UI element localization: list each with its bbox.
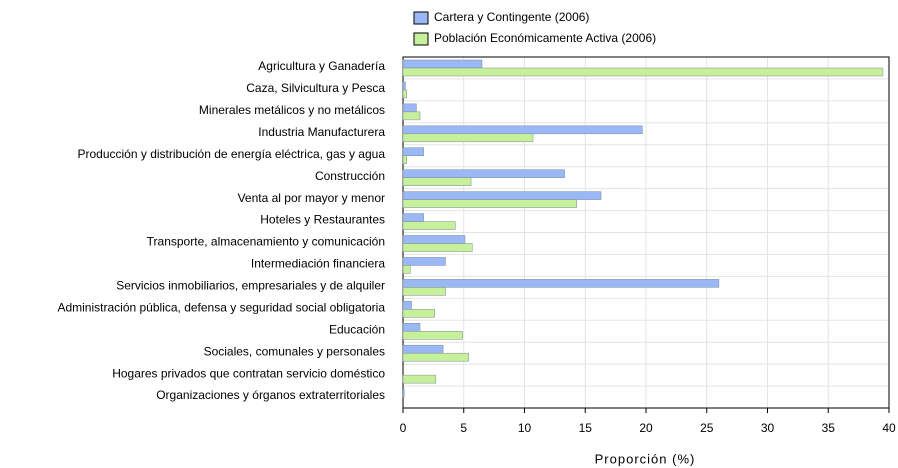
y-tick-label: Minerales metálicos y no metálicos [199,103,385,117]
bar [402,103,417,113]
y-tick-label: Organizaciones y órganos extraterritoria… [156,388,385,402]
x-tick-label: 20 [639,421,653,435]
y-tick-label: Agricultura y Ganadería [258,59,385,73]
bar [402,67,884,77]
plot-frame [402,56,890,409]
y-tick-label: Construcción [315,169,385,183]
y-tick-label: Sociales, comunales y personales [204,344,385,358]
bar [402,199,577,208]
bar [402,331,463,340]
y-tick-label: Caza, Silvicultura y Pesca [246,81,385,95]
y-tick-label: Transporte, almacenamiento y comunicació… [147,235,385,249]
y-tick-label: Hoteles y Restaurantes [260,213,385,227]
bar [402,235,466,244]
bar [402,374,437,384]
bar [402,111,421,121]
y-tick-label: Industria Manufacturera [258,125,385,139]
bar [402,59,483,69]
y-tick-label: Administración pública, defensa y seguri… [57,300,385,314]
bar [402,191,602,200]
x-tick-label: 25 [700,421,714,435]
legend-swatch [413,11,429,25]
x-tick-label: 15 [579,421,593,435]
bar [402,279,720,288]
bar [402,309,435,318]
bar [402,133,534,143]
bar [402,221,456,230]
bar [402,81,406,91]
bar [402,243,473,252]
bar [402,352,469,362]
x-axis-label: Proporción (%) [595,451,696,466]
y-tick-label: Intermediación financiera [251,257,385,271]
y-tick-label: Producción y distribución de energía elé… [77,147,385,161]
bar [402,125,643,135]
bar [402,323,421,332]
y-tick-label: Hogares privados que contratan servicio … [112,366,385,380]
bar [402,213,424,222]
x-tick-label: 30 [761,421,775,435]
bar [402,89,407,99]
bar [402,301,412,310]
legend-label: Cartera y Contingente (2006) [434,10,589,24]
bar [402,169,565,178]
x-tick-label: 5 [460,421,467,435]
x-tick-label: 0 [400,421,407,435]
x-tick-label: 10 [518,421,532,435]
legend-label: Población Económicamente Activa (2006) [434,31,656,45]
x-tick-label: 40 [882,421,896,435]
bar [402,257,446,266]
bar [402,155,407,164]
bar [402,344,444,354]
y-tick-label: Educación [329,322,385,336]
y-tick-label: Venta al por mayor y menor [238,191,385,205]
legend-swatch [413,32,429,46]
bar [402,177,472,186]
bar [402,287,446,296]
bar [402,147,424,156]
bar [402,265,411,274]
x-tick-label: 35 [822,421,836,435]
bar [402,388,405,398]
y-tick-label: Servicios inmobiliarios, empresariales y… [116,279,385,293]
